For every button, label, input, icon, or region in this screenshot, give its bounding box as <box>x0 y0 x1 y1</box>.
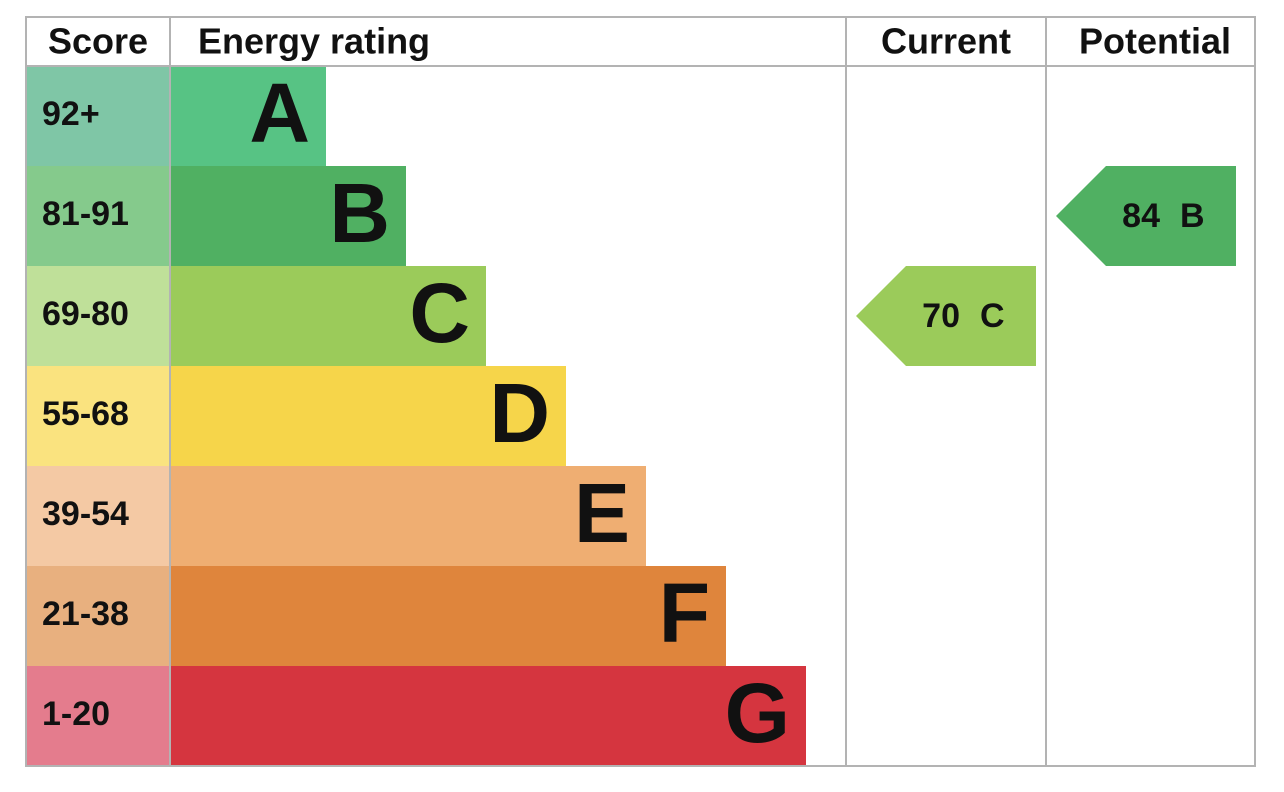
potential-letter: B <box>1180 197 1205 235</box>
score-range: 69-80 <box>42 295 129 333</box>
rating-letter: C <box>409 266 470 360</box>
rating-bar <box>170 566 726 666</box>
rating-bar <box>170 66 326 166</box>
rating-letter: D <box>489 366 550 460</box>
score-range: 1-20 <box>42 695 110 733</box>
header-score: Score <box>48 21 148 62</box>
score-cell <box>26 66 170 166</box>
score-cell <box>26 466 170 566</box>
potential-arrow <box>1056 166 1236 266</box>
score-cell <box>26 566 170 666</box>
rating-letter: F <box>659 566 710 660</box>
rating-letter: B <box>329 166 390 260</box>
score-cell <box>26 366 170 466</box>
rating-letter: A <box>249 66 310 160</box>
rating-bar <box>170 666 806 766</box>
rating-bar <box>170 466 646 566</box>
header-energy-rating: Energy rating <box>198 21 430 62</box>
current-value: 70 <box>922 297 960 335</box>
header-current: Current <box>881 21 1011 62</box>
score-range: 81-91 <box>42 195 129 233</box>
rating-bar <box>170 166 406 266</box>
current-arrow <box>856 266 1036 366</box>
score-cell <box>26 166 170 266</box>
score-cell <box>26 266 170 366</box>
score-range: 21-38 <box>42 595 129 633</box>
rating-letter: G <box>725 666 790 760</box>
table-border <box>25 16 1256 767</box>
rating-bar <box>170 266 486 366</box>
score-range: 39-54 <box>42 495 129 533</box>
rating-letter: E <box>574 466 630 560</box>
potential-value: 84 <box>1122 197 1160 235</box>
header-potential: Potential <box>1079 21 1231 62</box>
score-range: 92+ <box>42 95 100 133</box>
score-cell <box>26 666 170 766</box>
score-range: 55-68 <box>42 395 129 433</box>
rating-bar <box>170 366 566 466</box>
current-letter: C <box>980 297 1005 335</box>
